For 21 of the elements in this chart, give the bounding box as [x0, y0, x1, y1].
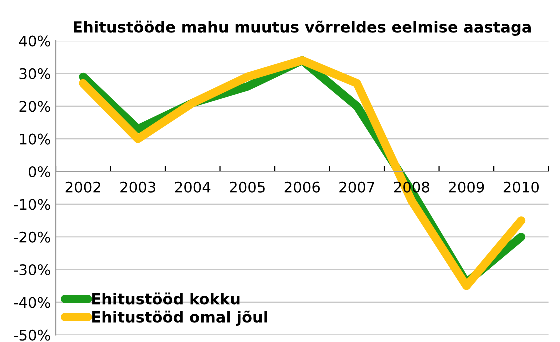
x-tick-label: 2003: [120, 182, 156, 193]
x-tick-label: 2009: [449, 182, 484, 193]
y-tick-label: -50%: [14, 330, 50, 341]
y-tick-label: 20%: [20, 101, 50, 112]
y-tick-label: 30%: [20, 68, 50, 80]
x-tick-label: 2007: [340, 182, 374, 193]
x-tick-label: 2004: [175, 182, 211, 193]
legend-label: Ehitustööd kokku: [92, 292, 240, 305]
y-tick-label: -20%: [14, 232, 50, 243]
y-tick-label: -30%: [14, 264, 50, 276]
x-tick-label: 2002: [66, 182, 100, 193]
x-tick-label: 2006: [284, 182, 320, 193]
y-tick-label: 40%: [19, 36, 50, 47]
y-tick-label: 10%: [20, 134, 50, 145]
chart-title: Ehitustööde mahu muutus võrreldes eelmise aastaga: [74, 20, 531, 36]
y-tick-label: 0%: [28, 166, 50, 178]
legend-label: Ehitustööd omal jõul: [92, 310, 268, 326]
x-tick-label: 2005: [230, 182, 265, 193]
x-tick-label: 2010: [504, 182, 540, 193]
y-tick-label: -40%: [14, 297, 50, 308]
y-tick-label: -10%: [14, 199, 50, 210]
